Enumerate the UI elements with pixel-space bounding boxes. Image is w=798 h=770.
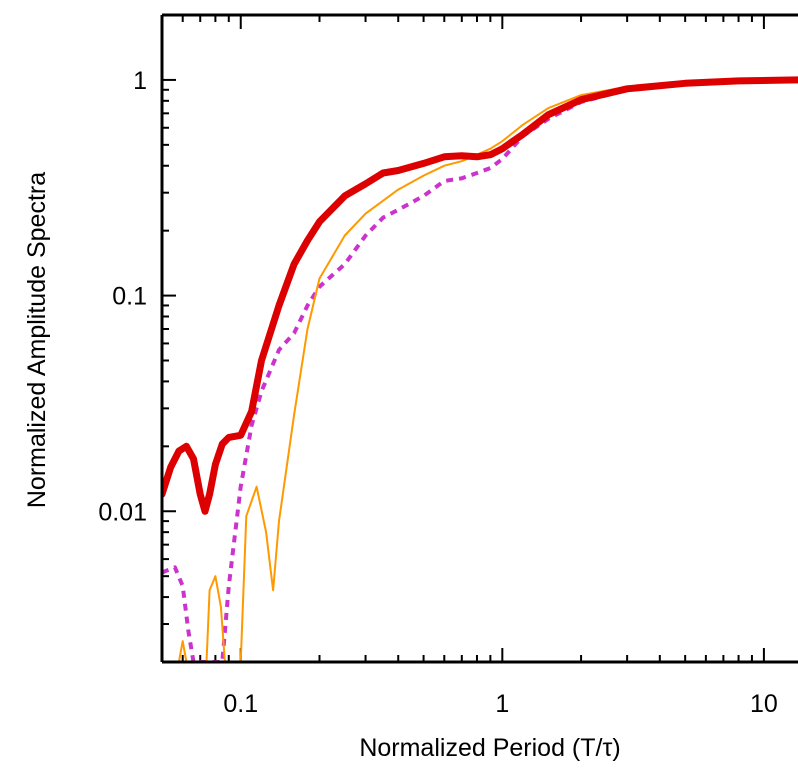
x-tick-label: 1 <box>495 690 509 718</box>
y-tick-label: 0.1 <box>112 283 147 311</box>
y-axis-label: Normalized Amplitude Spectra <box>23 172 51 508</box>
x-axis-label: Normalized Period (T/τ) <box>359 734 620 762</box>
tick-labels: 0.1 1 10 0.01 0.1 1 <box>98 67 777 718</box>
axes-frame <box>160 13 798 664</box>
x-tick-label: 0.1 <box>223 690 258 718</box>
y-tick-label: 0.01 <box>98 498 147 526</box>
series-line-orange-thin <box>177 78 798 662</box>
y-tick-label: 1 <box>133 67 147 95</box>
x-tick-label: 10 <box>750 690 778 718</box>
series-layer <box>162 76 798 662</box>
series-line-red-thick <box>162 76 798 515</box>
